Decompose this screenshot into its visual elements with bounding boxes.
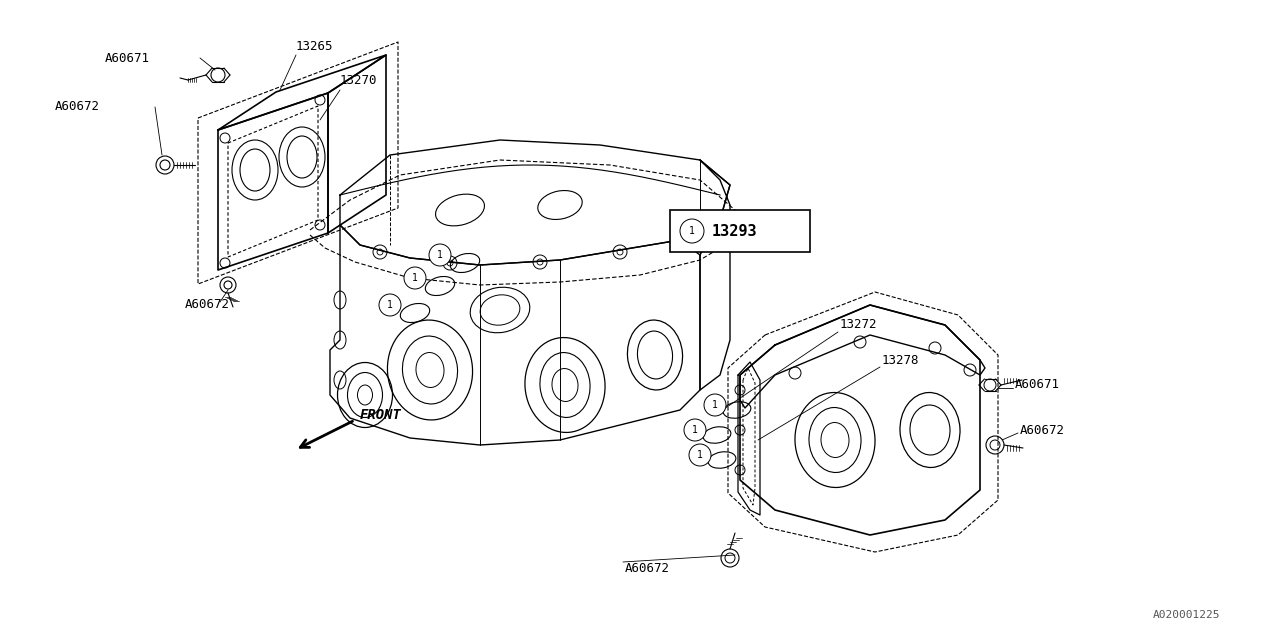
- Text: 1: 1: [412, 273, 419, 283]
- Text: 1: 1: [387, 300, 393, 310]
- Text: 13272: 13272: [840, 319, 878, 332]
- Circle shape: [429, 244, 451, 266]
- Circle shape: [684, 419, 707, 441]
- Text: 13278: 13278: [882, 353, 919, 367]
- Text: A60671: A60671: [105, 51, 150, 65]
- Text: A60672: A60672: [186, 298, 230, 312]
- Circle shape: [379, 294, 401, 316]
- Text: 1: 1: [689, 226, 695, 236]
- Text: FRONT: FRONT: [360, 408, 402, 422]
- Text: 1: 1: [692, 425, 698, 435]
- Text: A020001225: A020001225: [1152, 610, 1220, 620]
- Circle shape: [404, 267, 426, 289]
- Circle shape: [704, 394, 726, 416]
- FancyBboxPatch shape: [669, 210, 810, 252]
- Text: 1: 1: [712, 400, 718, 410]
- Text: A60672: A60672: [625, 561, 669, 575]
- Text: A60671: A60671: [1015, 378, 1060, 392]
- Text: 13270: 13270: [340, 74, 378, 86]
- Text: 13265: 13265: [296, 40, 334, 54]
- Text: 1: 1: [698, 450, 703, 460]
- Text: A60672: A60672: [55, 100, 100, 113]
- Circle shape: [680, 219, 704, 243]
- Text: 1: 1: [436, 250, 443, 260]
- Text: 13293: 13293: [712, 223, 758, 239]
- Circle shape: [689, 444, 710, 466]
- Text: A60672: A60672: [1020, 424, 1065, 436]
